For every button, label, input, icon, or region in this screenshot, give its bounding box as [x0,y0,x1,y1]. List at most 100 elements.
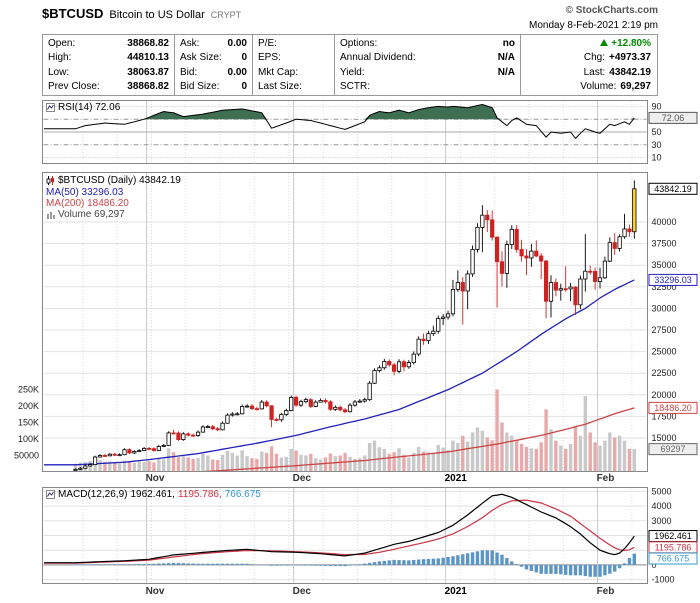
quote-row: Ask Size: 0 [180,51,247,64]
quote-label: High: [48,52,72,64]
macd-legend: MACD(12,26,9) 1962.461, 1195.786, 766.67… [46,489,261,500]
svg-text:30: 30 [652,140,662,150]
macd-panel-chart[interactable]: 500040003000200010000-10001962.4611195.7… [0,487,700,584]
quote-row: Yield: N/A [340,66,515,79]
quote-row: High: 44810.13 [48,51,169,64]
change-row: Chg: +4973.37 [527,51,651,64]
quote-label: Low: [48,66,70,78]
quote-label: Mkt Cap: [258,66,299,78]
svg-text:18486.20: 18486.20 [654,403,692,413]
change-value: +4973.37 [609,52,651,64]
quote-table: Open: 38868.82 High: 44810.13 Low: 38063.87 Pr… [42,34,658,96]
percent-change-row: +12.80% [527,37,651,50]
quote-label: Prev Close: [48,80,100,92]
volume-legend: Volume 69,297 [46,209,125,220]
quote-row: Prev Close: 38868.82 [48,80,169,93]
x-axis-label-2021: 2021 [444,473,467,484]
change-label: Chg: [583,52,605,64]
volume-value: 69,297 [620,80,651,92]
rsi-legend-label: RSI(14) 72.06 [58,102,121,113]
svg-text:0: 0 [652,560,657,570]
svg-text:40000: 40000 [652,217,677,227]
percent-change: +12.80% [611,38,651,49]
svg-text:32500: 32500 [652,282,677,292]
quote-value: 0.00 [227,38,247,49]
last-label: Last: [583,66,606,78]
symbol-name: Bitcoin to US Dollar [109,9,205,21]
macd-indicator-icon [46,490,55,499]
quote-value: 0.00 [227,66,247,78]
chart-header: $BTCUSD Bitcoin to US Dollar CRYPT [42,5,241,23]
quote-label: EPS: [258,52,281,64]
quote-label: SCTR: [340,80,370,92]
symbol-legend: $BTCUSD (Daily) 43842.19 [46,175,181,186]
svg-text:72.06: 72.06 [662,113,685,123]
stockcharts-copyright: © StockCharts.com [565,5,658,16]
last-value: 43842.19 [609,66,651,78]
quote-label: P/E: [258,38,277,49]
x-axis-label-nov: Nov [145,473,165,484]
price-panel-chart[interactable]: 40000 37500 35000 32500 30000 27500 25000 22500… [0,172,700,472]
quote-row: Low: 38063.87 [48,66,169,79]
svg-text:200K: 200K [18,401,39,411]
quote-row: Last Size: [258,80,329,93]
svg-text:69297: 69297 [660,444,685,454]
quote-row: Options: no [340,37,515,50]
svg-text:50000: 50000 [14,451,39,461]
quote-column-3: Options: no Annual Dividend: N/A Yield: N/A SC… [335,35,521,95]
quote-row: Ask: 0.00 [180,37,247,50]
quote-column-2: P/E: EPS: Mkt Cap: Last Size: [253,35,335,95]
quote-row: EPS: [258,51,329,64]
x-axis-label-dec: Dec [292,473,311,484]
symbol-legend-label: $BTCUSD (Daily) 43842.19 [58,175,181,186]
macd-signal-value: 1195.786, [177,489,222,500]
quote-label: Ask: [180,38,200,49]
svg-text:30000: 30000 [652,303,677,313]
x-axis-label-dec: Dec [292,586,311,597]
svg-text:33296.03: 33296.03 [654,275,692,285]
quote-column-0: Open: 38868.82 High: 44810.13 Low: 38063.87 Pr… [43,35,175,95]
svg-text:17500: 17500 [652,411,677,421]
quote-row: Bid: 0.00 [180,66,247,79]
quote-row: Bid Size: 0 [180,80,247,93]
rsi-panel-chart[interactable]: 907050301072.06 [0,100,700,164]
svg-text:90: 90 [652,101,662,111]
quote-value: 0 [241,80,247,92]
x-axis-label-nov: Nov [145,586,165,597]
last-row: Last: 43842.19 [527,66,651,79]
svg-text:10: 10 [652,153,662,163]
svg-text:27500: 27500 [652,325,677,335]
macd-hist-value: 766.675 [224,489,261,500]
x-axis-label-feb: Feb [596,586,615,597]
svg-text:100K: 100K [18,434,39,444]
ma50-legend-label: MA(50) 33296.03 [46,187,124,198]
quote-value: 38063.87 [127,66,169,78]
volume-label: Volume: [580,80,617,92]
quote-label: Annual Dividend: [340,52,416,64]
volume-row: Volume: 69,297 [527,80,651,93]
ma200-legend-label: MA(200) 18486.20 [46,198,129,209]
quote-label: Last Size: [258,80,302,92]
svg-text:-1000: -1000 [652,575,675,584]
symbol-exchange: CRYPT [210,10,242,20]
x-axis-label-2021: 2021 [444,586,467,597]
ma200-legend: MA(200) 18486.20 [46,198,129,209]
svg-text:5000: 5000 [652,487,672,496]
quote-value: 44810.13 [127,52,169,64]
svg-text:1195.786: 1195.786 [655,542,692,552]
svg-text:22500: 22500 [652,368,677,378]
volume-legend-label: Volume 69,297 [58,209,125,220]
svg-text:35000: 35000 [652,260,677,270]
svg-text:15000: 15000 [652,433,677,443]
svg-text:150K: 150K [18,418,39,428]
quote-value: 0 [241,52,247,64]
quote-value: no [502,38,515,49]
svg-text:25000: 25000 [652,347,677,357]
svg-text:3000: 3000 [652,516,672,526]
quote-value: N/A [497,52,515,64]
x-axis-label-feb: Feb [596,473,615,484]
quote-row: Annual Dividend: N/A [340,51,515,64]
rsi-legend: RSI(14) 72.06 [46,102,120,113]
svg-text:766.675: 766.675 [657,554,690,564]
